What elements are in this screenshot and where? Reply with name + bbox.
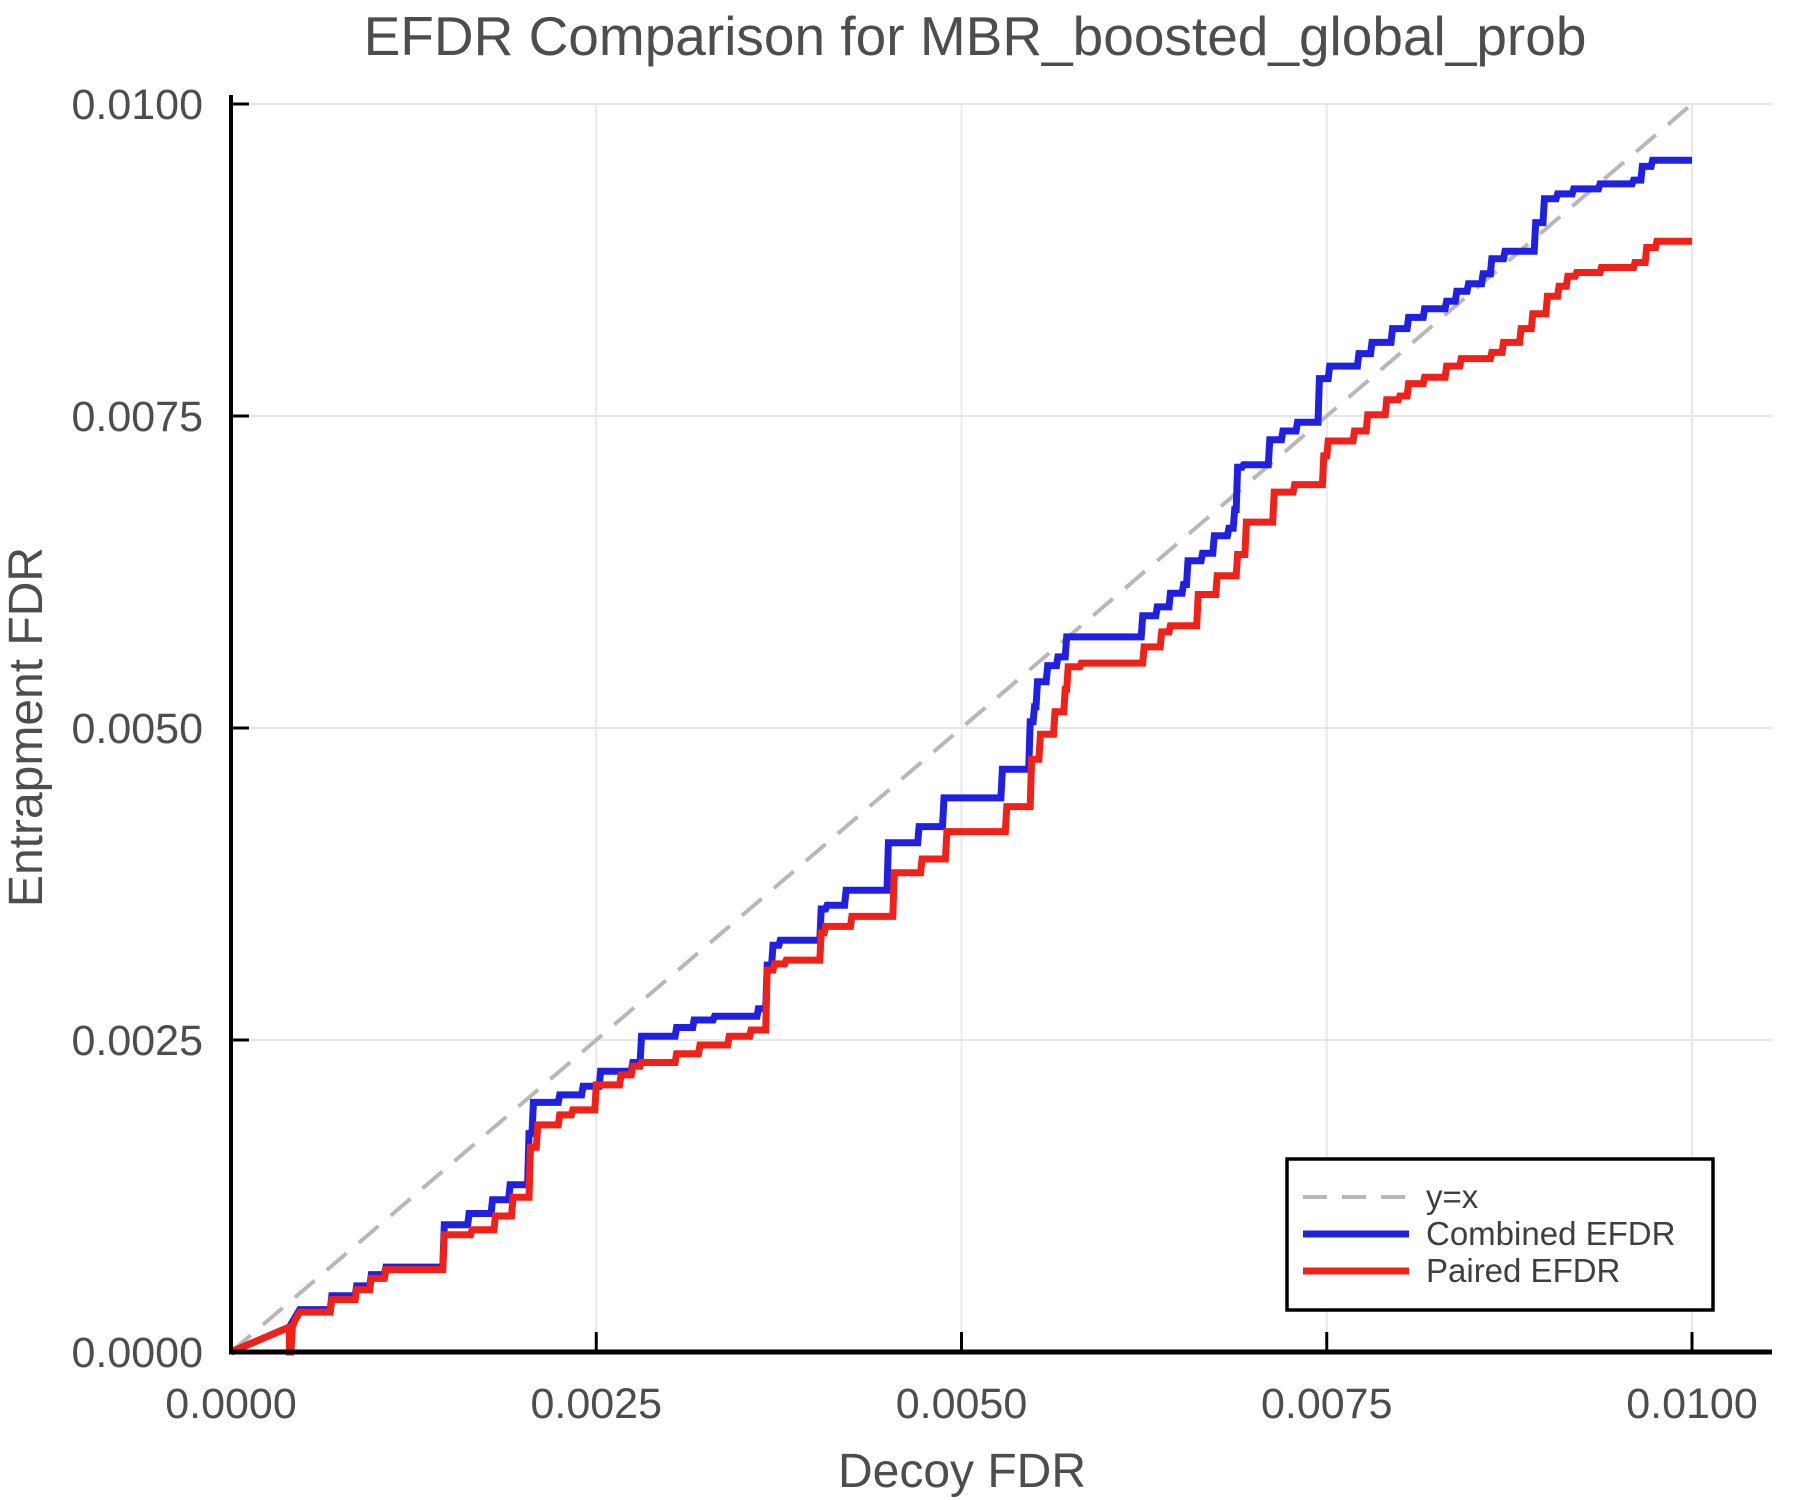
x-tick-label: 0.0075 [1261,1380,1393,1428]
x-tick-label: 0.0100 [1626,1380,1758,1428]
tick-labels: 0.0000 0.0025 0.0050 0.0075 0.0100 0.0000 0.00… [71,81,1757,1428]
y-tick-label: 0.0050 [71,705,203,753]
y-tick-label: 0.0075 [71,393,203,441]
tick-marks [229,102,1694,1354]
x-tick-label: 0.0000 [165,1380,297,1428]
legend-label-diagonal: y=x [1426,1178,1479,1215]
grid-layer [231,103,1772,1352]
series-combined-efdr [229,156,1692,1356]
series-paired-efdr [229,237,1692,1356]
series-y-x [229,102,1694,1354]
legend-label-paired: Paired EFDR [1426,1252,1620,1289]
x-tick-label: 0.0050 [896,1380,1028,1428]
series-layer [229,102,1694,1356]
y-tick-label: 0.0100 [71,81,203,129]
y-tick-label: 0.0000 [71,1329,203,1377]
legend: y=x Combined EFDR Paired EFDR [1285,1157,1715,1312]
axis-spines [229,95,1772,1355]
x-axis-label: Decoy FDR [838,1445,1086,1498]
y-axis-label: Entrapment FDR [0,547,53,907]
legend-label-combined: Combined EFDR [1426,1215,1675,1252]
x-tick-label: 0.0025 [530,1380,662,1428]
y-tick-label: 0.0025 [71,1017,203,1065]
chart-title: EFDR Comparison for MBR_boosted_global_p… [364,5,1587,67]
